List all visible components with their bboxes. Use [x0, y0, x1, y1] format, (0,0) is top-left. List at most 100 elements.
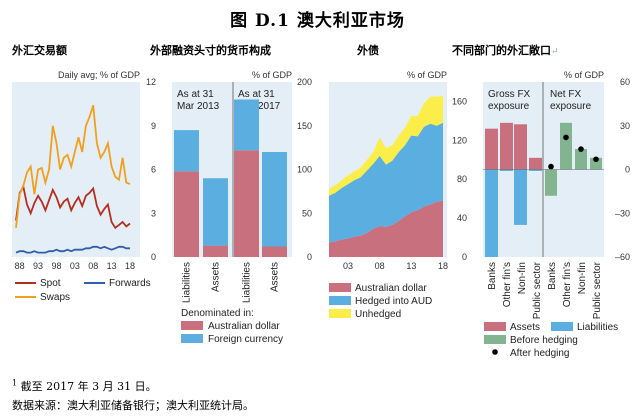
panel4-bar-assets [500, 122, 513, 170]
panel4-bar-before-hedging [590, 157, 602, 170]
panel1-xtick-label: 03 [70, 261, 80, 271]
panel3-ytick-label: 0 [462, 252, 467, 262]
legend-after-hedging-label: After hedging [510, 348, 570, 359]
panel4-dot-after-hedging [563, 134, 569, 141]
panel2-bar-foreign [174, 130, 199, 172]
legend-assets-label: Assets [510, 322, 540, 333]
panel4-category-label: Non-fin [517, 262, 528, 294]
legend-debt-label: Australian dollar [355, 283, 427, 294]
legend-before-hedging-label: Before hedging [510, 335, 578, 346]
panel4-ytick-label: 60 [620, 77, 630, 87]
panel2-header: 外部融资头寸的货币构成 [150, 44, 271, 57]
panel1-xtick-label: 93 [33, 261, 43, 271]
panel2-ytick-label: 0 [307, 252, 312, 262]
panel1-xtick-label: 98 [51, 261, 61, 271]
legend-swaps-label: Swaps [40, 292, 70, 303]
panel2-group-title: Mar 2017 [238, 101, 281, 112]
panel4-category-label: Banks [547, 262, 558, 290]
panel2-category-label: Assets [211, 262, 222, 292]
legend-foreign-label: Foreign currency [208, 334, 283, 345]
panel4-group-title: exposure [550, 101, 592, 112]
legend-aud-swatch [181, 321, 203, 330]
panel3-area-2 [329, 95, 443, 196]
panel2-group-title: Mar 2013 [177, 101, 220, 112]
panel1-series-line-spot [15, 184, 131, 230]
panel2-bar-foreign [262, 152, 287, 247]
panel2-unit-label: % of GDP [252, 70, 292, 80]
panel2-group-title: As at 31 [177, 89, 214, 100]
panel3-xtick-label: 08 [375, 261, 385, 271]
panel4-ytick-label: 30 [620, 121, 630, 131]
panel2-group-title: As at 31 [238, 89, 275, 100]
panel1-xtick-label: 08 [88, 261, 98, 271]
panel1-unit-label: Daily avg; % of GDP [58, 70, 140, 80]
footnote: 1 截至 2017 年 3 月 31 日。 [12, 378, 157, 393]
panel1-series-line-forwards [15, 245, 130, 254]
panel2-bar-aud [203, 245, 228, 257]
panel4-group-title: Net FX [550, 89, 581, 100]
panel2-bar-aud [234, 150, 259, 257]
legend-assets-swatch [484, 322, 506, 331]
legend-debt-swatch [329, 296, 351, 305]
panel3-area-0 [329, 200, 443, 257]
panel4-bar-assets [485, 128, 498, 170]
panel4-category-label: Other fin's [562, 262, 573, 307]
panel3-unit-label: % of GDP [407, 70, 447, 80]
panel4-bar-assets [529, 157, 542, 170]
panel1-xtick-label: 13 [107, 261, 117, 271]
panel3-xtick-label: 18 [438, 261, 448, 271]
panel2-category-label: Assets [270, 262, 281, 292]
legend-forwards-label: Forwards [109, 278, 151, 289]
return-mark: ↵ [551, 47, 559, 57]
legend-liabilities-swatch [551, 322, 573, 331]
panel1-xtick-label: 88 [15, 261, 25, 271]
panel2-bar-aud [262, 246, 287, 257]
panel4-bar-before-hedging [575, 149, 587, 170]
panel2-bar-aud [174, 171, 199, 257]
panel2-ytick-label: 200 [297, 77, 312, 87]
panel4-bar-before-hedging [545, 169, 557, 196]
panel2-bar-foreign [203, 178, 228, 246]
panel4-dot-after-hedging [548, 163, 554, 170]
panel1-header: 外汇交易额 [12, 44, 67, 57]
panel4-category-label: Public sector [592, 261, 603, 319]
panel4-group-title: Gross FX [488, 89, 531, 100]
panel2-ytick-label: 50 [302, 208, 312, 218]
panel3-ytick-label: 120 [452, 135, 467, 145]
panel1-ytick-label: 3 [151, 208, 156, 218]
panel4-bar-assets [514, 124, 527, 170]
panel4-category-label: Other fin's [502, 262, 513, 307]
panel3-area-1 [329, 122, 443, 243]
legend-aud-label: Australian dollar [208, 321, 280, 332]
panel2-ytick-label: 100 [297, 165, 312, 175]
legend-after-hedging-dot [492, 349, 498, 355]
panel1-ytick-label: 6 [151, 165, 156, 175]
panel1-ytick-label: 9 [151, 121, 156, 131]
legend-spot-label: Spot [40, 278, 61, 289]
panel4-category-label: Banks [487, 262, 498, 290]
panel1-ytick-label: 0 [151, 252, 156, 262]
panel4-category-label: Non-fin [577, 262, 588, 294]
source-note: 数据来源：澳大利亚储备银行；澳大利亚统计局。 [12, 399, 254, 412]
figure-title: 图 D.1 澳大利亚市场 [230, 11, 405, 31]
panel4-unit-label: % of GDP [564, 70, 604, 80]
panel2-category-label: Liabilities [182, 262, 193, 303]
panel4-bar-liabilities [529, 169, 542, 171]
panel3-header: 外债 [357, 44, 379, 57]
legend-liabilities-label: Liabilities [577, 322, 618, 333]
panel4-bar-liabilities [485, 169, 498, 257]
panel4-bar-before-hedging [560, 122, 572, 170]
panel4-header: 不同部门的外汇敞口↵ [452, 44, 559, 57]
panel3-ytick-label: 40 [457, 213, 467, 223]
panel4-dot-after-hedging [593, 156, 599, 163]
panel1-background [12, 82, 140, 257]
panel4-bar-liabilities [514, 169, 527, 225]
panel3-xtick-label: 03 [343, 261, 353, 271]
panel4-ytick-label: –60 [615, 252, 630, 262]
legend-before-hedging-swatch [484, 335, 506, 344]
panel4-category-label: Public sector [532, 261, 543, 319]
panel2-ytick-label: 150 [297, 121, 312, 131]
panel4-dot-after-hedging [578, 146, 584, 152]
panel3-ytick-label: 80 [457, 174, 467, 184]
